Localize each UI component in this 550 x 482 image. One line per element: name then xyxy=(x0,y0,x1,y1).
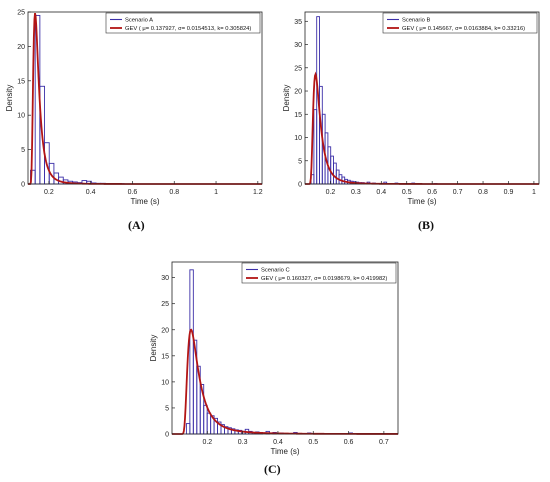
y-tick-label: 5 xyxy=(21,147,25,154)
legend-box xyxy=(105,12,261,34)
y-tick-label: 35 xyxy=(294,19,302,26)
x-tick-label: 0.7 xyxy=(379,439,389,446)
legend-box xyxy=(241,262,397,284)
x-tick-label: 0.5 xyxy=(308,439,318,446)
panel-label-c: (C) xyxy=(264,462,281,476)
y-tick-label: 25 xyxy=(17,10,25,17)
x-tick-label: 0.4 xyxy=(376,189,386,196)
plot-background xyxy=(305,12,539,184)
axes-box xyxy=(304,11,540,185)
x-tick-label: 0.6 xyxy=(427,189,437,196)
x-tick-label: 0.2 xyxy=(326,189,336,196)
x-axis-label: Time (s) xyxy=(270,447,299,456)
y-tick-label: 5 xyxy=(165,405,169,412)
legend-entry: GEV ( μ= 0.137927, σ= 0.0154513, k= 0.30… xyxy=(125,26,251,32)
x-tick-label: 0.3 xyxy=(238,439,248,446)
panel-label-a: (A) xyxy=(128,218,145,232)
y-tick-label: 15 xyxy=(17,78,25,85)
y-tick-label: 10 xyxy=(294,135,302,142)
plot-area-a: 0.2 0.4 0.6 0.8 1 1.2 0 5 10 15 20 25 Time (s) Densit… xyxy=(5,10,263,207)
y-tick-label: 0 xyxy=(21,182,25,189)
y-tick-label: 20 xyxy=(17,44,25,51)
plot-background xyxy=(28,12,262,184)
plot-background xyxy=(172,262,398,434)
x-tick-label: 0.7 xyxy=(453,189,463,196)
y-tick-label: 30 xyxy=(161,275,169,282)
y-tick-label: 10 xyxy=(17,113,25,120)
x-tick-label: 0.2 xyxy=(202,439,212,446)
legend-entry: GEV ( μ= 0.145667, σ= 0.0163884, k= 0.33… xyxy=(402,26,525,32)
y-tick-label: 30 xyxy=(294,42,302,49)
x-tick-label: 1.2 xyxy=(253,189,263,196)
x-tick-label: 0.9 xyxy=(504,189,514,196)
y-tick-label: 20 xyxy=(161,327,169,334)
y-tick-label: 5 xyxy=(298,158,302,165)
y-axis-label: Density xyxy=(149,335,158,362)
x-tick-label: 0.5 xyxy=(402,189,412,196)
x-tick-label: 1 xyxy=(214,189,218,196)
x-tick-label: 0.4 xyxy=(86,189,96,196)
panel-label-b: (B) xyxy=(418,218,434,232)
chart-panel-c: 0.2 0.3 0.4 0.5 0.6 0.7 0 5 10 15 20 25 30 Time (s) De… xyxy=(149,261,399,456)
plot-area-b: 0.2 0.3 0.4 0.5 0.6 0.7 0.8 0.9 105101520253035T… xyxy=(282,11,540,206)
y-axis-label: Density xyxy=(5,85,14,112)
y-tick-label: 0 xyxy=(298,182,302,189)
chart-panel-a: 0.2 0.4 0.6 0.8 1 1.2 0 5 10 15 20 25 Time (s) Densit… xyxy=(5,10,263,207)
x-tick-label: 0.8 xyxy=(478,189,488,196)
x-tick-label: 0.2 xyxy=(44,189,54,196)
x-axis-label: Time (s) xyxy=(130,197,159,206)
legend-entry: Scenario B xyxy=(402,18,430,24)
x-tick-label: 0.6 xyxy=(128,189,138,196)
y-tick-label: 25 xyxy=(161,301,169,308)
legend-box xyxy=(382,12,538,34)
x-tick-label: 0.3 xyxy=(351,189,361,196)
axes-box xyxy=(27,11,263,185)
x-tick-label: 0.6 xyxy=(344,439,354,446)
axes-box xyxy=(171,261,399,435)
y-tick-label: 20 xyxy=(294,89,302,96)
legend-entry: GEV ( μ= 0.160327, σ= 0.0198679, k= 0.41… xyxy=(261,276,387,282)
x-tick-label: 0.8 xyxy=(169,189,179,196)
y-tick-label: 10 xyxy=(161,379,169,386)
y-tick-label: 15 xyxy=(161,353,169,360)
x-axis-label: Time (s) xyxy=(407,197,436,206)
x-tick-label: 1 xyxy=(532,189,536,196)
y-tick-label: 25 xyxy=(294,65,302,72)
y-tick-label: 15 xyxy=(294,112,302,119)
y-tick-label: 0 xyxy=(165,432,169,439)
chart-panel-b: 0.2 0.3 0.4 0.5 0.6 0.7 0.8 0.9 105101520253035T… xyxy=(282,11,540,206)
plot-area-c: 0.2 0.3 0.4 0.5 0.6 0.7 0 5 10 15 20 25 30 Time (s) De… xyxy=(149,261,399,456)
x-tick-label: 0.4 xyxy=(273,439,283,446)
legend-entry: Scenario C xyxy=(261,268,290,274)
y-axis-label: Density xyxy=(282,85,291,112)
legend-entry: Scenario A xyxy=(125,18,153,24)
